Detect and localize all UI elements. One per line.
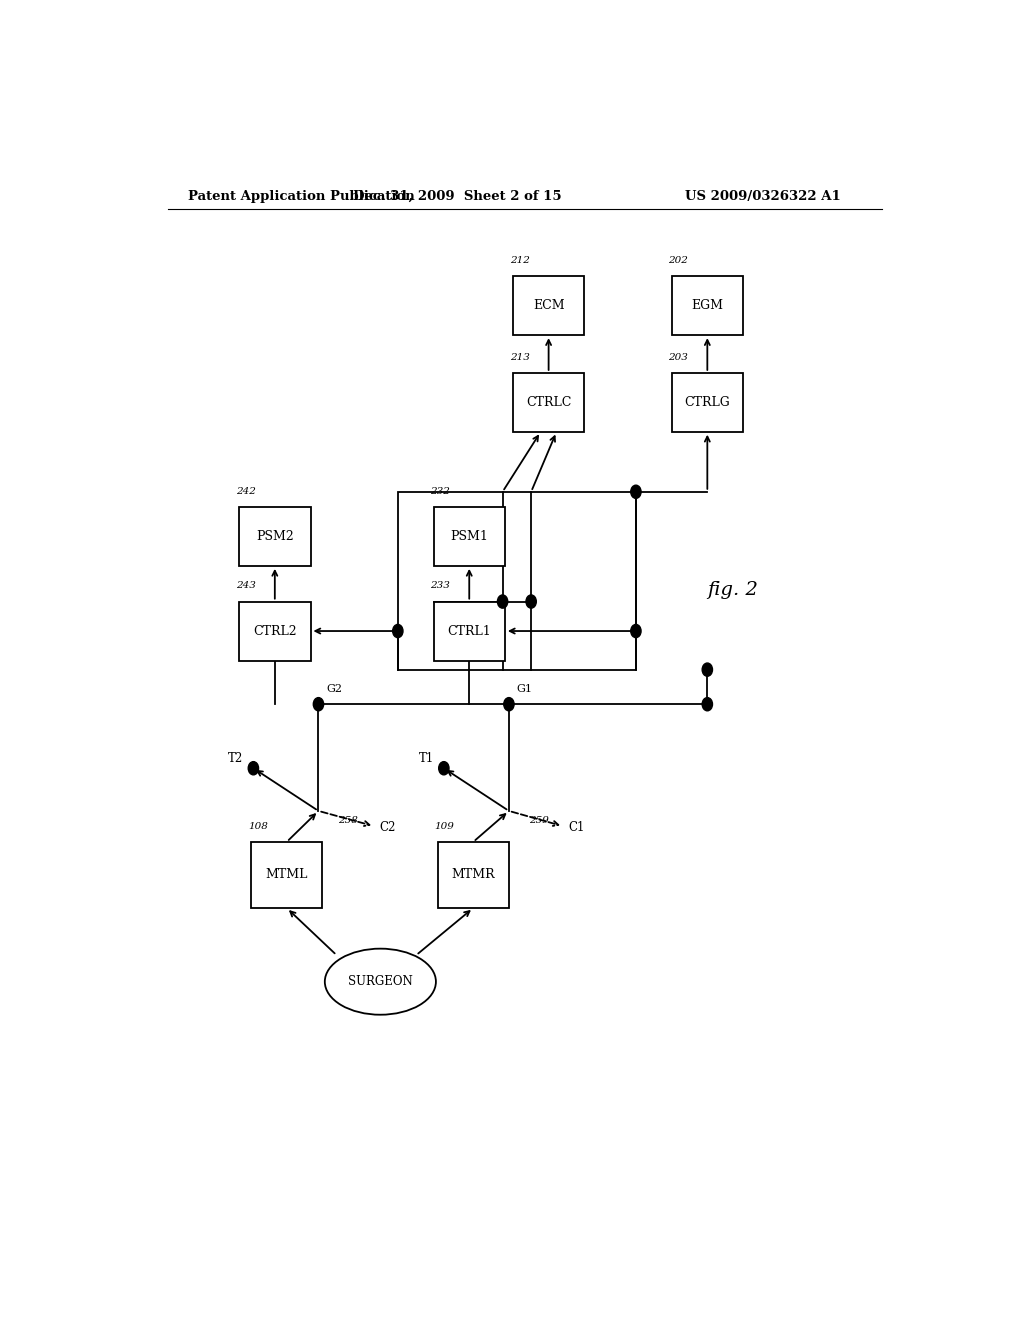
Text: MTML: MTML (265, 869, 308, 882)
Text: 213: 213 (510, 352, 529, 362)
Circle shape (631, 486, 641, 499)
Bar (397, 492, 636, 669)
Text: G2: G2 (327, 684, 342, 694)
Circle shape (702, 697, 713, 710)
Bar (672, 372, 743, 432)
Circle shape (702, 663, 713, 676)
Bar (513, 372, 585, 432)
Text: 233: 233 (430, 581, 451, 590)
Bar (437, 842, 509, 908)
Text: US 2009/0326322 A1: US 2009/0326322 A1 (685, 190, 841, 202)
Text: CTRLC: CTRLC (526, 396, 571, 409)
Bar (672, 276, 743, 335)
Text: T1: T1 (419, 752, 434, 766)
Circle shape (248, 762, 258, 775)
Text: Patent Application Publication: Patent Application Publication (187, 190, 415, 202)
Text: CTRL1: CTRL1 (447, 624, 492, 638)
Text: C1: C1 (568, 821, 585, 834)
Circle shape (392, 624, 403, 638)
Text: 203: 203 (669, 352, 688, 362)
Circle shape (526, 595, 537, 609)
Text: 109: 109 (434, 822, 455, 830)
Text: 212: 212 (510, 256, 529, 265)
Text: C2: C2 (380, 821, 396, 834)
Bar (433, 602, 505, 660)
Circle shape (631, 624, 641, 638)
Circle shape (498, 595, 508, 609)
Text: EGM: EGM (691, 300, 723, 313)
Text: 232: 232 (430, 487, 451, 496)
Bar (433, 507, 505, 566)
Text: 108: 108 (248, 822, 267, 830)
Text: 258: 258 (338, 816, 358, 825)
Text: PSM1: PSM1 (451, 531, 488, 543)
Text: 202: 202 (669, 256, 688, 265)
Text: PSM2: PSM2 (256, 531, 294, 543)
Circle shape (438, 762, 449, 775)
Text: 259: 259 (528, 816, 549, 825)
Text: MTMR: MTMR (452, 869, 495, 882)
Bar (240, 602, 310, 660)
Text: T2: T2 (228, 752, 244, 766)
Bar (251, 842, 323, 908)
Text: ECM: ECM (532, 300, 564, 313)
Bar (513, 276, 585, 335)
Circle shape (504, 697, 514, 710)
Text: 243: 243 (236, 581, 256, 590)
Text: fig. 2: fig. 2 (708, 581, 758, 599)
Text: CTRLG: CTRLG (684, 396, 730, 409)
Bar (240, 507, 310, 566)
Text: SURGEON: SURGEON (348, 975, 413, 989)
Text: CTRL2: CTRL2 (253, 624, 297, 638)
Ellipse shape (325, 949, 436, 1015)
Text: G1: G1 (517, 684, 532, 694)
Text: Dec. 31, 2009  Sheet 2 of 15: Dec. 31, 2009 Sheet 2 of 15 (353, 190, 561, 202)
Circle shape (313, 697, 324, 710)
Text: 242: 242 (236, 487, 256, 496)
